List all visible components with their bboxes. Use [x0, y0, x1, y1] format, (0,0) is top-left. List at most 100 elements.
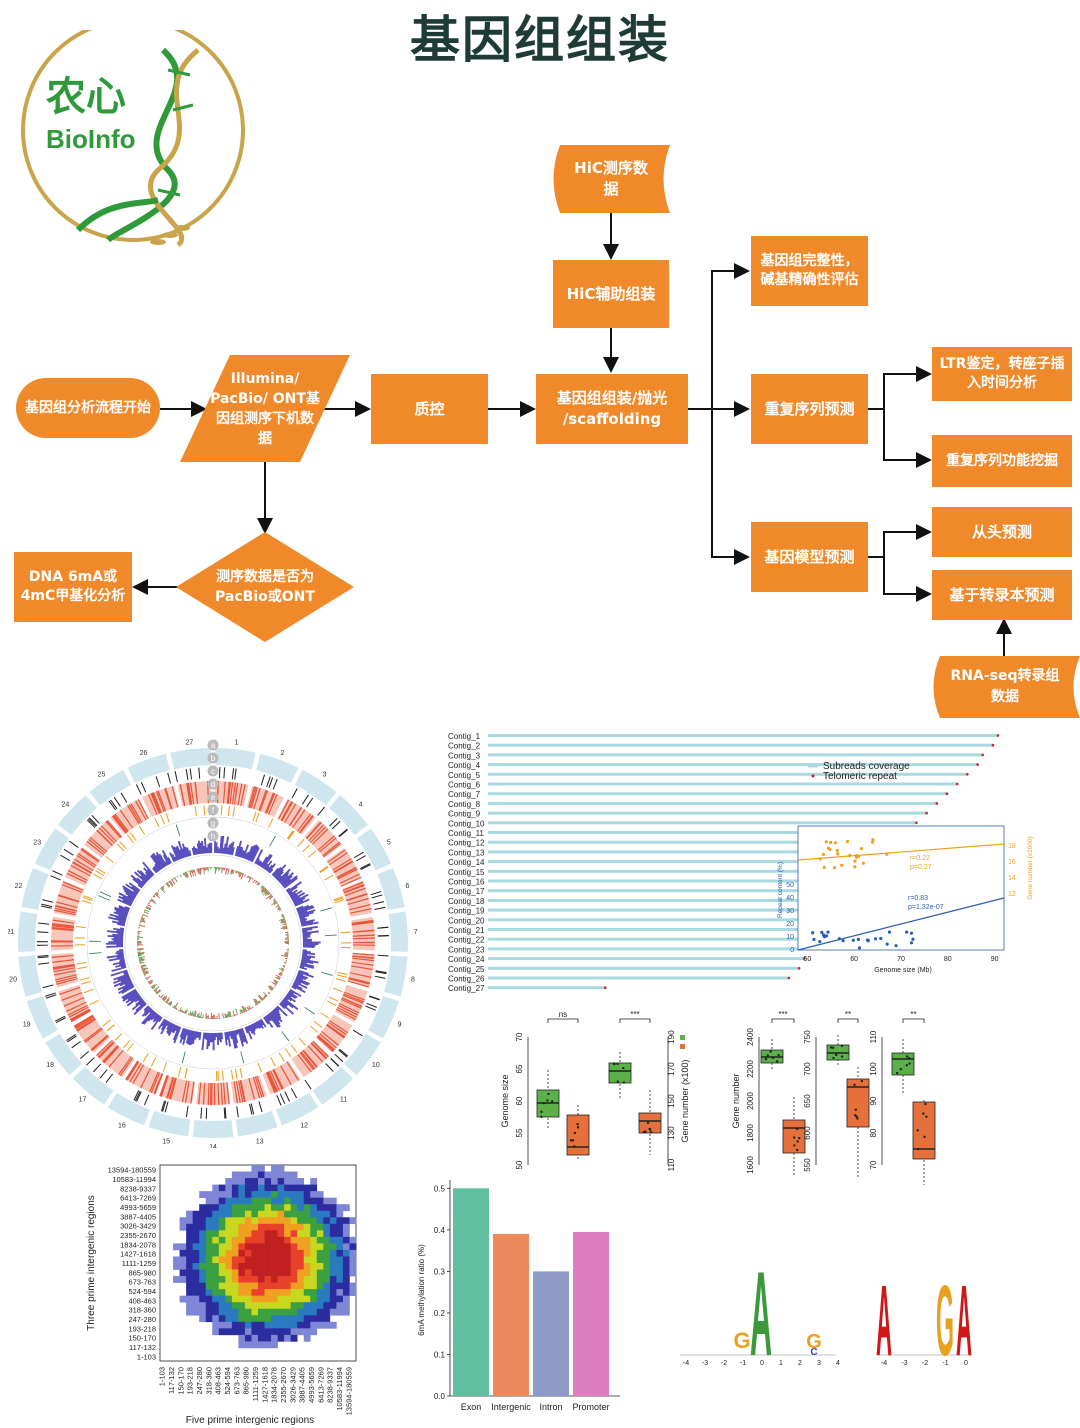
- line-mark: [281, 921, 287, 924]
- orange-point: [835, 848, 839, 853]
- heatmap-cell: [244, 1217, 252, 1225]
- repeat-mark: [119, 1057, 134, 1077]
- repeat-mark: [348, 977, 371, 984]
- repeat-mark: [88, 838, 106, 854]
- histogram-bar: [279, 874, 289, 884]
- line-mark: [258, 1000, 261, 1004]
- heatmap-cell: [251, 1210, 259, 1218]
- heatmap-cell: [251, 1341, 259, 1349]
- repeat-mark: [179, 784, 186, 807]
- histogram-bar: [161, 1019, 167, 1027]
- line-mark: [219, 1018, 221, 1019]
- repeat-mark: [352, 929, 375, 933]
- heatmap-cell: [244, 1308, 252, 1316]
- line-mark: [153, 986, 160, 992]
- gene-density-mark: [120, 792, 128, 803]
- track-letter-badge: [207, 804, 219, 816]
- line-mark: [285, 960, 287, 962]
- heatmap-cell: [271, 1263, 278, 1270]
- repeat-mark: [84, 1028, 103, 1043]
- heatmap-cell: [297, 1197, 305, 1205]
- heatmap-cell: [218, 1308, 226, 1316]
- repeat-mark: [347, 897, 369, 905]
- heatmap-cell: [323, 1321, 331, 1329]
- histogram-bar: [137, 884, 143, 889]
- line-mark: [167, 881, 169, 883]
- heatmap-cell: [192, 1308, 200, 1316]
- box-point: [905, 1055, 909, 1058]
- repeat-mark: [286, 1061, 300, 1081]
- repeat-mark: [168, 1077, 176, 1100]
- gene-density-mark: [231, 768, 235, 780]
- motif-left-tick: -1: [740, 1360, 746, 1367]
- line-mark: [219, 867, 221, 870]
- histogram-bar: [138, 997, 143, 1002]
- heatmap-cell: [258, 1256, 265, 1264]
- histogram-bar: [141, 1007, 152, 1017]
- motif-letter-small: G: [806, 1331, 822, 1353]
- repeat-mark: [343, 991, 365, 1001]
- heatmap-cell: [316, 1289, 324, 1296]
- telomere-mark: [991, 743, 995, 747]
- heatmap-cell: [212, 1210, 220, 1218]
- orange-mark: [194, 806, 197, 817]
- line-mark: [141, 916, 143, 918]
- line-mark: [270, 893, 272, 895]
- repeat-mark: [130, 803, 143, 823]
- heatmap-cell: [231, 1256, 239, 1264]
- line-mark: [271, 901, 277, 906]
- line-mark: [166, 999, 170, 1004]
- contig-label: Contig_12: [448, 839, 485, 848]
- repeat-mark: [187, 782, 193, 805]
- heatmap-cell: [251, 1178, 259, 1185]
- repeat-mark: [54, 970, 76, 976]
- heatmap-cell: [192, 1295, 200, 1303]
- line-mark: [210, 1012, 212, 1019]
- heatmap-cell: [277, 1295, 285, 1303]
- orange-mark: [324, 874, 334, 881]
- histogram-bar: [196, 1031, 199, 1038]
- histogram-bar: [132, 890, 139, 895]
- line-mark: [284, 940, 289, 942]
- histogram-bar: [219, 836, 223, 854]
- heatmap-cell: [277, 1230, 285, 1238]
- line-mark: [201, 1016, 203, 1019]
- histogram-bar: [152, 1014, 160, 1023]
- chromosome-label: 22: [15, 883, 23, 890]
- box-point: [573, 1131, 577, 1135]
- line-mark: [140, 919, 146, 922]
- heatmap-cell: [212, 1276, 220, 1283]
- gene-density-mark: [258, 1101, 263, 1113]
- heatmap-cell: [238, 1243, 246, 1251]
- repeat-mark: [72, 861, 92, 874]
- heatmap-cell: [199, 1236, 207, 1244]
- heatmap-cell: [238, 1236, 246, 1244]
- heatmap-cell: [199, 1308, 207, 1316]
- orange-mark: [222, 1070, 224, 1081]
- line-mark: [193, 1010, 196, 1017]
- heatmap-x-tick: 3887-4405: [298, 1367, 307, 1403]
- histogram-bar: [117, 898, 132, 907]
- heatmap-cell: [212, 1217, 220, 1225]
- heatmap-cell: [323, 1223, 331, 1231]
- line-mark: [239, 872, 242, 878]
- gene-density-mark: [189, 768, 193, 780]
- heatmap-cell: [329, 1282, 337, 1290]
- heatmap-cell: [303, 1282, 311, 1290]
- line-mark: [139, 922, 141, 924]
- orange-mark: [313, 1020, 323, 1028]
- line-mark: [152, 989, 154, 991]
- heatmap-cell: [205, 1302, 213, 1310]
- line-mark: [270, 991, 272, 993]
- heatmap-y-tick: 8238-9337: [120, 1184, 156, 1193]
- heatmap-cell: [290, 1191, 298, 1198]
- repeat-mark: [222, 1082, 226, 1105]
- orange-mark: [82, 896, 93, 902]
- line-mark: [208, 1017, 210, 1019]
- contig-coverage-bar: [488, 957, 805, 961]
- heatmap-cell: [329, 1276, 337, 1283]
- line-mark: [268, 987, 273, 991]
- line-mark: [264, 889, 268, 893]
- histogram-bar: [259, 1019, 264, 1026]
- heatmap-x-tick: 10583-11994: [335, 1367, 344, 1411]
